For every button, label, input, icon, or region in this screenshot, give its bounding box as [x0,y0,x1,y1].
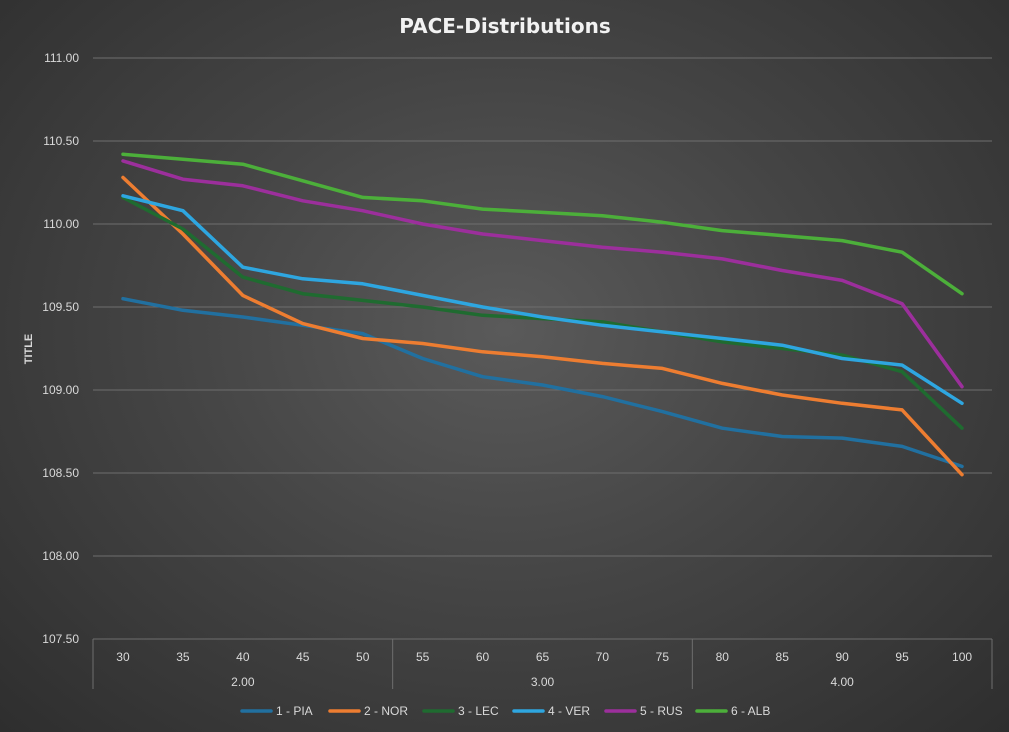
legend-label: 4 - VER [548,704,590,718]
x-tick-label: 45 [296,650,310,664]
legend-label: 2 - NOR [364,704,408,718]
legend-label: 5 - RUS [640,704,683,718]
series-line [121,195,964,430]
y-tick-label: 108.00 [42,549,79,563]
x-tick-label: 35 [176,650,190,664]
gridlines: 107.50 108.00 108.50 109.00 109.50 110.00 110.… [42,51,992,646]
x-tick-label: 30 [116,650,130,664]
y-tick-label: 111.00 [44,51,79,65]
legend-label: 6 - ALB [731,704,770,718]
series-line [121,152,964,296]
y-tick-label: 110.50 [43,134,79,148]
legend-label: 3 - LEC [458,704,499,718]
x-group-label: 4.00 [830,675,854,689]
series-line [121,194,964,406]
x-tick-label: 85 [776,650,790,664]
x-tick-label: 55 [416,650,430,664]
x-tick-label: 65 [536,650,550,664]
series-line [121,159,964,389]
y-tick-label: 107.50 [42,632,79,646]
y-tick-label: 110.00 [43,217,79,231]
x-tick-label: 70 [596,650,610,664]
y-tick-label: 108.50 [42,466,79,480]
x-group-label: 2.00 [231,675,255,689]
chart-title: PACE-Distributions [399,14,610,38]
series-lines [121,152,964,477]
x-tick-label: 40 [236,650,250,664]
series-line [121,175,964,477]
y-tick-label: 109.00 [42,383,79,397]
x-tick-label: 50 [356,650,370,664]
x-tick-label: 100 [952,650,972,664]
x-tick-label: 80 [716,650,730,664]
y-tick-label: 109.50 [42,300,79,314]
series-line [121,296,964,469]
legend-label: 1 - PIA [276,704,313,718]
x-tick-label: 60 [476,650,490,664]
y-axis-label: TITLE [23,334,35,365]
x-tick-label: 90 [835,650,849,664]
x-tick-label: 75 [656,650,670,664]
legend: 1 - PIA 2 - NOR 3 - LEC 4 - VER 5 - RUS 6 - A… [240,704,770,718]
x-tick-label: 95 [895,650,909,664]
x-axis: 30 35 40 45 50 55 60 65 70 75 80 85 90 95 100 2.00 3.00 4… [92,639,993,689]
x-group-label: 3.00 [531,675,555,689]
